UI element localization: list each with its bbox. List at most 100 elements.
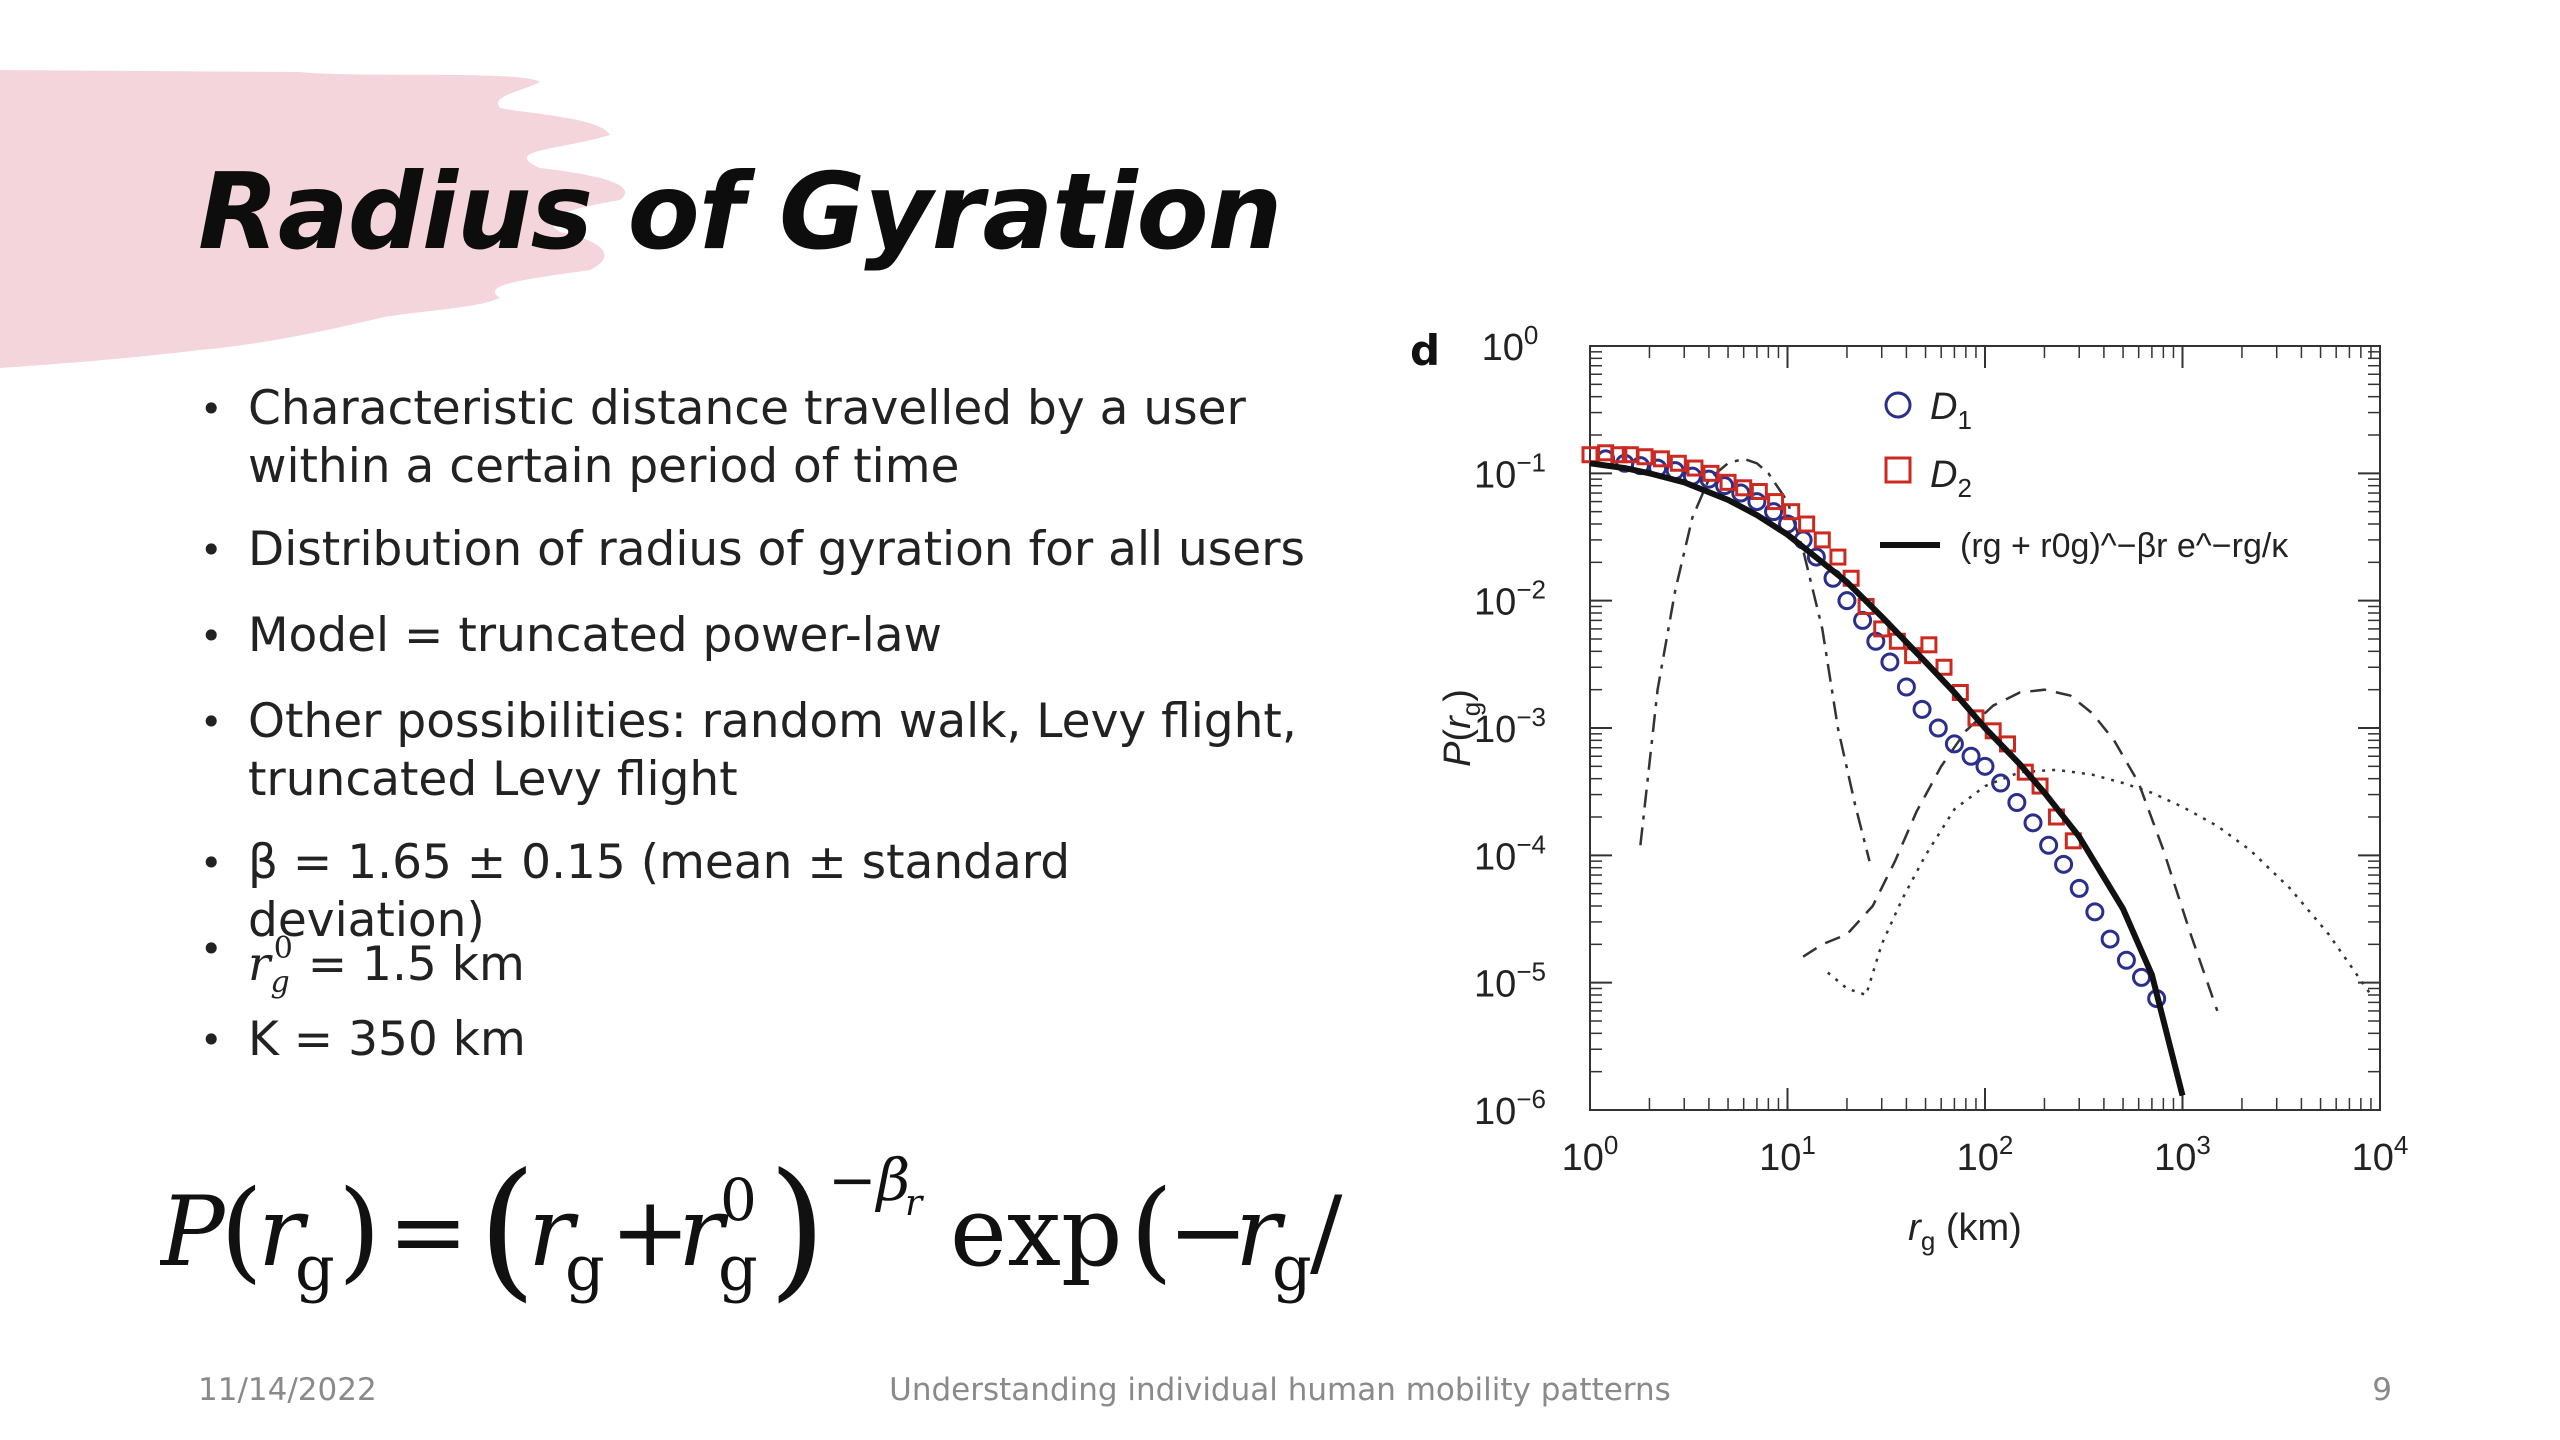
svg-text:): ) <box>338 1166 381 1294</box>
svg-text:r: r <box>528 1176 579 1288</box>
title-brush-decoration <box>0 70 626 368</box>
d1-point <box>2085 902 2105 922</box>
d1-point <box>1880 652 1900 672</box>
bullet-item: Characteristic distance travelled by a u… <box>200 380 1320 496</box>
legend-d1-marker <box>1884 391 1912 419</box>
svg-text:r: r <box>258 1176 309 1288</box>
d2-point <box>1813 531 1831 549</box>
d2-point <box>1829 548 1847 566</box>
bullet-text: K = 350 km <box>248 1012 526 1067</box>
formula-equals: = <box>388 1176 468 1288</box>
svg-text:(: ( <box>478 1142 537 1316</box>
svg-text:g: g <box>718 1232 758 1305</box>
legend-d2-label: D2 <box>1930 454 1972 503</box>
d2-point <box>1610 446 1628 464</box>
d2-point <box>1735 479 1753 497</box>
d1-point <box>1912 699 1932 719</box>
y-tick-label: 10−3 <box>1474 702 1546 751</box>
d2-point <box>1920 636 1938 654</box>
d1-point <box>2054 854 2074 874</box>
legend-d2-marker <box>1884 456 1912 484</box>
d1-point <box>1715 476 1735 496</box>
bullet-text: Model = truncated power-law <box>248 608 942 663</box>
d1-point <box>2131 967 2151 987</box>
y-tick-label: 10−2 <box>1474 575 1546 624</box>
d1-point <box>2069 878 2089 898</box>
svg-text:(: ( <box>220 1166 263 1294</box>
d2-point <box>1798 515 1816 533</box>
d2-point <box>1719 473 1737 491</box>
d1-point <box>1806 547 1826 567</box>
svg-text:g: g <box>565 1232 605 1305</box>
bullet-text: Characteristic distance travelled by a u… <box>248 381 1246 494</box>
x-tick-label: 101 <box>1759 1130 1816 1179</box>
svg-text:/: / <box>1310 1176 1343 1288</box>
d2-point <box>1767 493 1785 511</box>
bullet-item: β = 1.65 ± 0.15 (mean ± standard deviati… <box>200 834 1320 948</box>
svg-text:r: r <box>678 1176 729 1288</box>
d1-point <box>2007 792 2027 812</box>
svg-text:+: + <box>610 1176 690 1288</box>
dash-dot-curve <box>1639 457 1871 862</box>
rg0-symbol: rg0 <box>248 931 293 1000</box>
slide-title: Radius of Gyration <box>198 151 1282 273</box>
d2-point <box>1935 658 1953 676</box>
formula-equation: P ( r g ) = ( r g + r 0 g ) −β r exp ( −… <box>160 1142 1343 1316</box>
y-tick-label: 10−6 <box>1474 1084 1546 1133</box>
formula-exponent: −β <box>828 1146 910 1214</box>
svg-text:r: r <box>905 1183 924 1224</box>
d1-point <box>1896 677 1916 697</box>
y-axis-label: P(rg) <box>1437 689 1486 767</box>
svg-text:g: g <box>295 1232 335 1305</box>
d1-point <box>1837 591 1857 611</box>
legend-d1-label: D1 <box>1930 386 1972 435</box>
d1-point <box>2116 950 2136 970</box>
fit-curve <box>1589 460 2186 1097</box>
formula-lhs: P <box>160 1176 226 1288</box>
d1-point <box>1764 502 1784 522</box>
legend-fit-label: (rg + r0g)^−βr e^−rg/κ <box>1960 527 2289 565</box>
d2-point <box>1702 464 1720 482</box>
footer-title: Understanding individual human mobility … <box>889 1372 1671 1408</box>
d2-point <box>1873 620 1891 638</box>
d2-point <box>2031 777 2049 795</box>
x-axis-label: rg (km) <box>1908 1207 2022 1256</box>
svg-text:−: − <box>1168 1176 1248 1288</box>
d2-point <box>1669 454 1687 472</box>
d1-point <box>2100 929 2120 949</box>
svg-text:0: 0 <box>720 1166 757 1234</box>
dotted-curve <box>1827 768 2373 997</box>
bullet-item: rg0 = 1.5 km <box>200 920 1320 1000</box>
x-tick-label: 102 <box>1957 1130 2014 1179</box>
y-tick-label: 10−4 <box>1474 829 1546 878</box>
d2-point <box>1636 448 1654 466</box>
y-tick-label: 10−5 <box>1474 957 1546 1006</box>
d1-point <box>2039 835 2059 855</box>
brush-stroke <box>0 70 626 368</box>
svg-text:): ) <box>768 1142 827 1316</box>
d2-point <box>1783 503 1801 521</box>
svg-text:r: r <box>1235 1176 1286 1288</box>
d2-point <box>1652 450 1670 468</box>
d1-point <box>1747 492 1767 512</box>
d1-point <box>1731 483 1751 503</box>
y-tick-label: 100 <box>1482 320 1539 369</box>
x-tick-label: 104 <box>2352 1130 2409 1179</box>
radius-of-gyration-chart: d 100 101 102 103 104 100 10−1 10−2 10−3 10−4 10−5… <box>1410 320 2409 1256</box>
y-tick-label: 10−1 <box>1474 447 1546 496</box>
d1-point <box>1961 746 1981 766</box>
bullet-item: Distribution of radius of gyration for a… <box>200 521 1320 579</box>
x-tick-label: 103 <box>2154 1130 2211 1179</box>
formula-exp: exp <box>950 1176 1122 1288</box>
panel-label: d <box>1410 326 1440 375</box>
bullet-item: Other possibilities: random walk, Levy f… <box>200 693 1320 809</box>
d2-point <box>1686 459 1704 477</box>
d1-point <box>2023 813 2043 833</box>
d1-point <box>1928 718 1948 738</box>
d1-point <box>1944 734 1964 754</box>
d2-point <box>1967 709 1985 727</box>
d2-point <box>2016 763 2034 781</box>
bullet-list: Characteristic distance travelled by a u… <box>200 380 1320 1069</box>
x-tick-label: 100 <box>1562 1130 1619 1179</box>
footer-date: 11/14/2022 <box>198 1372 377 1408</box>
